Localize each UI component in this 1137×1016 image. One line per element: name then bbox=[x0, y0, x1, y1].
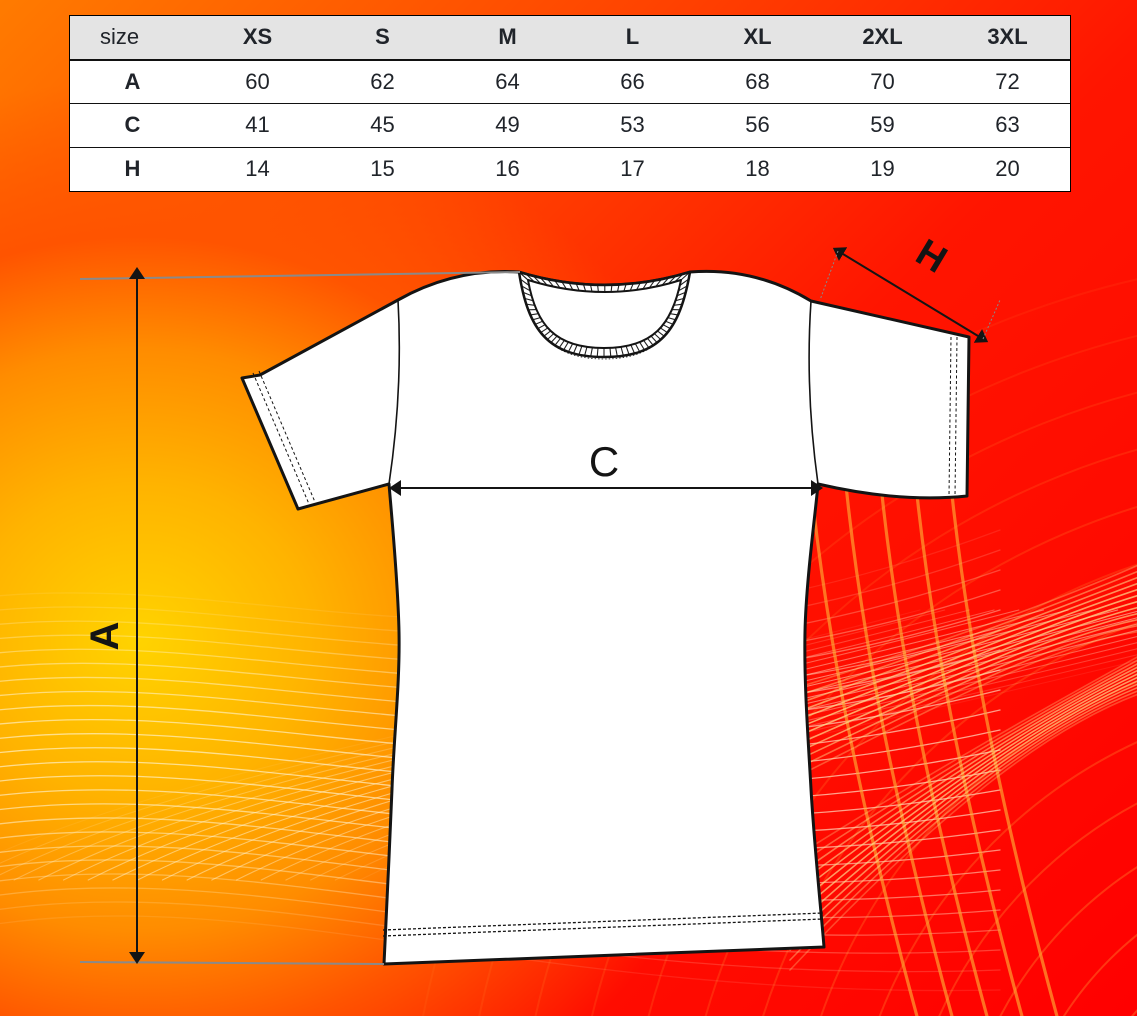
svg-text:C: C bbox=[589, 438, 619, 485]
svg-text:H: H bbox=[909, 232, 954, 282]
svg-text:A: A bbox=[83, 622, 127, 651]
